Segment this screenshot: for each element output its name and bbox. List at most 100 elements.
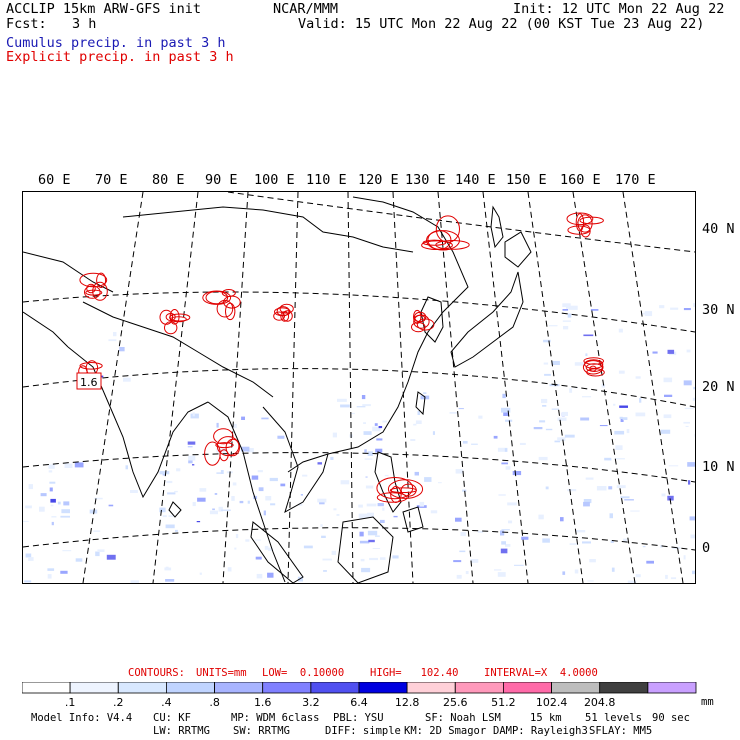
cumulus-cell bbox=[175, 529, 178, 532]
cumulus-cell bbox=[376, 438, 383, 441]
grid-lon-70 bbox=[82, 192, 144, 583]
cumulus-cell bbox=[323, 570, 327, 572]
cumulus-cell bbox=[664, 394, 673, 397]
cumulus-cell bbox=[47, 574, 52, 579]
cumulus-cell bbox=[623, 538, 627, 542]
cumulus-cell bbox=[514, 564, 524, 566]
grid-lon-100 bbox=[287, 192, 299, 583]
cumulus-cell bbox=[684, 407, 694, 410]
cumulus-cell bbox=[690, 534, 695, 539]
cumulus-cell bbox=[227, 567, 232, 572]
explicit-contour bbox=[575, 213, 585, 232]
cumulus-cell bbox=[596, 486, 607, 491]
cumulus-cell bbox=[568, 305, 578, 310]
cumulus-cell bbox=[167, 492, 176, 495]
colorbar-swatch bbox=[69, 682, 119, 694]
cumulus-cell bbox=[432, 431, 435, 435]
explicit-contour bbox=[169, 313, 191, 322]
border-mongolia bbox=[122, 206, 414, 253]
explicit-contour bbox=[205, 290, 229, 305]
lon-label: 120 E bbox=[358, 172, 399, 188]
cumulus-cell bbox=[247, 500, 250, 504]
cumulus-cell bbox=[502, 393, 506, 399]
coast-srilanka bbox=[168, 501, 182, 518]
cumulus-cell bbox=[545, 428, 553, 431]
explicit-contour bbox=[435, 215, 460, 243]
cumulus-cell bbox=[23, 520, 29, 522]
colorbar-tick: 204.8 bbox=[584, 696, 616, 709]
colorbar-tick: 25.6 bbox=[443, 696, 468, 709]
cumulus-cell bbox=[622, 417, 628, 420]
cumulus-cell bbox=[542, 538, 550, 543]
cumulus-cell bbox=[585, 353, 588, 357]
explicit-contour bbox=[215, 442, 234, 449]
cumulus-cell bbox=[508, 520, 513, 524]
cumulus-cell bbox=[693, 386, 695, 390]
cumulus-cell bbox=[615, 445, 623, 450]
cumulus-cell bbox=[212, 508, 215, 511]
cumulus-cell bbox=[459, 550, 466, 553]
cumulus-cell bbox=[609, 513, 613, 519]
cumulus-cell bbox=[455, 469, 463, 474]
cumulus-cell bbox=[375, 535, 380, 537]
cumulus-cell bbox=[125, 465, 128, 470]
cumulus-cell bbox=[74, 462, 84, 468]
cumulus-cell bbox=[574, 362, 585, 366]
cumulus-cell bbox=[75, 558, 83, 562]
footer-item: 90 sec bbox=[652, 712, 690, 724]
cumulus-cell bbox=[199, 488, 207, 492]
cumulus-cell bbox=[298, 503, 303, 506]
cumulus-cell bbox=[410, 439, 416, 441]
cumulus-cell bbox=[214, 493, 218, 495]
explicit-contour bbox=[216, 299, 234, 318]
cumulus-cell bbox=[498, 494, 506, 496]
cumulus-cell bbox=[95, 551, 100, 557]
cumulus-cell bbox=[113, 332, 117, 337]
cumulus-cell bbox=[686, 349, 691, 353]
cumulus-cell bbox=[548, 325, 558, 327]
lon-label: 160 E bbox=[560, 172, 601, 188]
cumulus-cell bbox=[365, 476, 368, 478]
cumulus-cell bbox=[367, 451, 373, 456]
cumulus-cell bbox=[587, 580, 594, 582]
cumulus-cell bbox=[626, 429, 630, 434]
cumulus-cell bbox=[330, 456, 334, 460]
cumulus-cell bbox=[583, 499, 592, 504]
cumulus-cell bbox=[685, 425, 689, 427]
cumulus-cell bbox=[663, 377, 673, 383]
cumulus-cell bbox=[501, 407, 511, 413]
contour-label: 1.6 bbox=[80, 376, 98, 389]
cumulus-cell bbox=[28, 484, 33, 490]
explicit-contour bbox=[79, 272, 108, 288]
cumulus-cell bbox=[93, 530, 101, 532]
colorbar-swatch bbox=[358, 682, 408, 694]
cumulus-cell bbox=[235, 534, 239, 539]
cumulus-cell bbox=[618, 370, 625, 374]
cumulus-cell bbox=[519, 442, 526, 445]
cumulus-cell bbox=[501, 462, 508, 465]
explicit-contour bbox=[282, 310, 293, 322]
cumulus-cell bbox=[630, 510, 640, 512]
cumulus-cell bbox=[331, 550, 337, 555]
coast-indochina bbox=[207, 401, 329, 583]
cumulus-cell bbox=[241, 416, 245, 420]
lat-label: 30 N bbox=[702, 302, 735, 318]
forecast-value: 3 h bbox=[72, 16, 97, 32]
footer-item: MP: WDM 6class bbox=[231, 712, 320, 724]
cumulus-cell bbox=[39, 506, 45, 512]
grid-lon-130 bbox=[437, 192, 474, 583]
forecast-label: Fcst: bbox=[6, 16, 47, 32]
contours-high: HIGH= 102.40 bbox=[370, 667, 459, 679]
cumulus-cell bbox=[24, 580, 32, 583]
cumulus-cell bbox=[254, 539, 262, 541]
cumulus-cell bbox=[497, 572, 506, 577]
lon-label: 60 E bbox=[38, 172, 71, 188]
init-time: Init: 12 UTC Mon 22 Aug 22 bbox=[513, 1, 725, 17]
cumulus-cell bbox=[368, 539, 375, 543]
cumulus-cell bbox=[470, 559, 479, 563]
cumulus-precip-layer bbox=[23, 303, 695, 583]
cumulus-cell bbox=[539, 420, 546, 423]
grid-lon-90 bbox=[222, 192, 249, 583]
cumulus-cell bbox=[333, 508, 337, 511]
coastlines bbox=[23, 196, 532, 583]
